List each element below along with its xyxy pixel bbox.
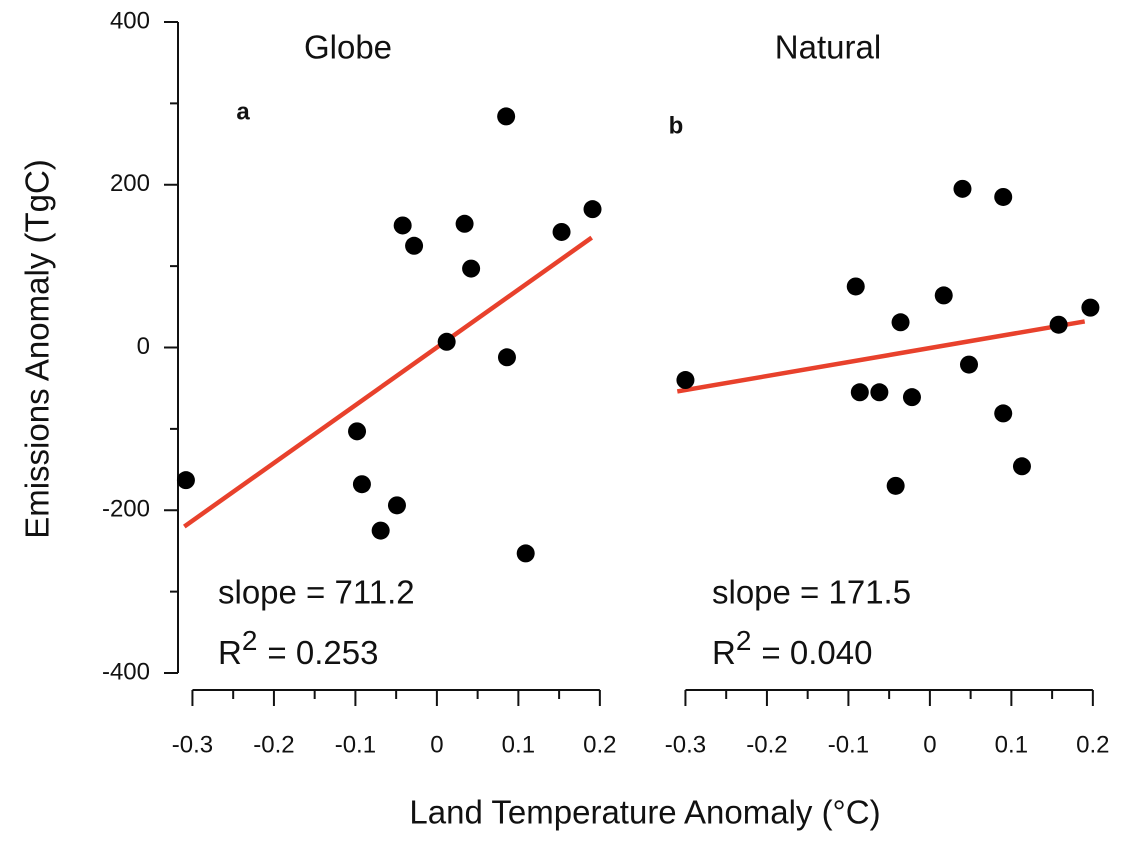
y-axis-label: Emissions Anomaly (TgC) — [19, 159, 56, 539]
point — [850, 383, 869, 402]
point — [497, 107, 516, 126]
point — [387, 496, 406, 515]
point — [870, 383, 889, 402]
panel-label: a — [236, 98, 250, 125]
point — [1049, 315, 1068, 334]
point — [846, 277, 865, 296]
x-tick-label: 0 — [430, 731, 443, 758]
point — [583, 200, 602, 219]
point — [497, 348, 516, 367]
point — [994, 404, 1013, 423]
r2-annotation: R2 = 0.040 — [712, 625, 872, 670]
point — [352, 475, 371, 494]
r2-value: = 0.040 — [761, 634, 872, 671]
point — [960, 355, 978, 374]
y-tick-label: -200 — [102, 496, 150, 523]
panel-title: Natural — [775, 29, 881, 66]
r2-value: = 0.253 — [267, 634, 378, 671]
point — [348, 422, 367, 441]
panel-title: Globe — [304, 29, 392, 66]
y-tick-label: 400 — [110, 7, 150, 34]
x-axis-label: Land Temperature Anomaly (°C) — [409, 794, 880, 831]
y-tick-label: 200 — [110, 170, 150, 197]
r2-superscript: 2 — [736, 625, 752, 656]
point — [1012, 457, 1031, 476]
point — [953, 179, 972, 198]
point — [437, 332, 456, 351]
point — [371, 521, 390, 540]
x-tick-label: 0.1 — [502, 731, 535, 758]
panel-label: b — [669, 112, 684, 139]
point — [902, 388, 921, 407]
x-tick-label: 0 — [923, 731, 936, 758]
point — [405, 236, 424, 255]
x-tick-label: -0.1 — [828, 731, 869, 758]
slope-annotation: slope = 711.2 — [218, 574, 415, 611]
y-tick-label: 0 — [137, 333, 150, 360]
x-tick-label: 0.2 — [1076, 731, 1109, 758]
point — [176, 471, 195, 490]
point — [1081, 298, 1100, 317]
point — [934, 286, 953, 305]
x-tick-label: 0.1 — [995, 731, 1028, 758]
point — [676, 371, 695, 390]
fit-line — [182, 235, 594, 529]
point — [516, 544, 535, 563]
point — [552, 222, 571, 241]
x-tick-label: -0.3 — [665, 731, 706, 758]
x-tick-label: -0.3 — [172, 731, 213, 758]
point — [994, 187, 1013, 206]
point — [393, 216, 412, 235]
point — [886, 476, 905, 495]
point — [455, 214, 474, 233]
r2-symbol: R — [218, 634, 242, 671]
x-tick-label: 0.2 — [583, 731, 616, 758]
r2-symbol: R — [712, 634, 736, 671]
slope-annotation: slope = 171.5 — [712, 574, 911, 611]
x-tick-label: -0.2 — [253, 731, 294, 758]
y-tick-label: -400 — [102, 658, 150, 685]
x-tick-label: -0.2 — [746, 731, 787, 758]
x-tick-label: -0.1 — [335, 731, 376, 758]
point — [891, 313, 910, 332]
point — [462, 259, 481, 278]
r2-annotation: R2 = 0.253 — [218, 625, 378, 670]
fit-line — [676, 319, 1086, 394]
r2-superscript: 2 — [242, 625, 258, 656]
